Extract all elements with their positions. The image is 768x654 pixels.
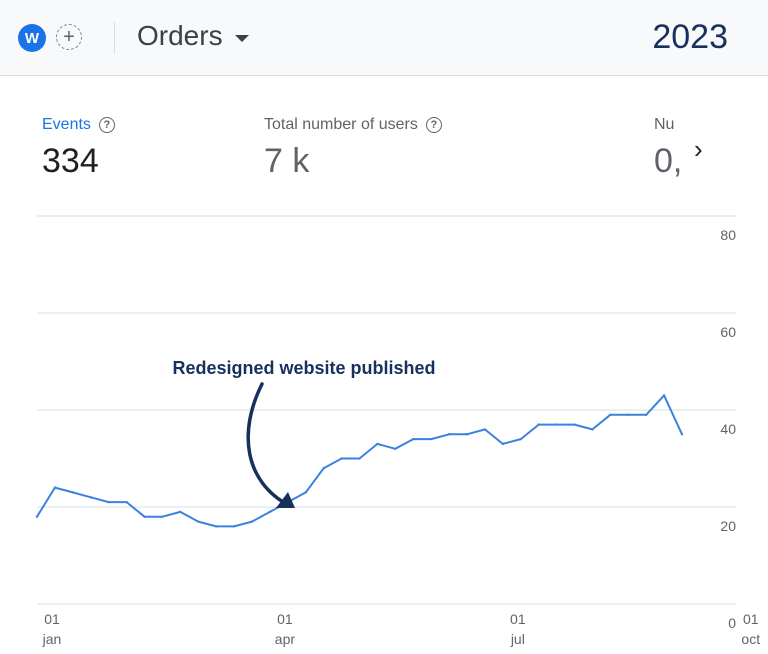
y-tick-label: 0 [728,615,736,631]
help-icon[interactable]: ? [98,117,115,133]
data-point [573,423,576,426]
x-tick-month-label: jul [510,631,525,647]
data-point [591,428,594,431]
data-point [412,437,415,441]
divider [114,22,115,54]
data-point [340,457,343,460]
data-point [197,520,200,523]
caret-down-icon [234,34,249,42]
metric-events[interactable]: Events ? 334 [42,116,115,181]
y-tick-label: 40 [720,421,736,437]
data-point [519,437,522,441]
y-tick-label: 80 [720,227,736,243]
data-point [358,457,361,460]
x-tick-day-label: 01 [277,611,293,627]
data-point [662,394,666,397]
help-icon[interactable]: ? [425,117,442,133]
data-point [322,467,325,470]
metric-users-value: 7 k [264,142,310,180]
metric-truncated-value: 0, [654,142,683,180]
data-point [125,500,128,504]
metric-truncated-label: Nu [654,116,675,133]
report-title-dropdown[interactable]: Orders [137,20,249,52]
account-avatar[interactable]: W [18,24,46,52]
data-point [627,413,630,417]
data-point [483,428,487,431]
y-tick-label: 60 [720,324,736,340]
data-point [609,413,612,417]
data-point [35,515,39,518]
data-point [232,525,236,528]
x-tick-day-label: 01 [743,611,759,627]
metric-events-value: 334 [42,142,99,180]
data-point [214,525,218,528]
add-comparison-button[interactable]: + [56,24,82,50]
data-point [250,520,254,523]
annotation-arrowhead [276,492,295,508]
data-point [555,423,558,426]
data-point [161,515,164,518]
data-point [394,447,397,450]
report-title: Orders [137,20,223,51]
annotation-arrow [246,382,292,508]
data-point [107,500,110,504]
data-point [537,423,540,426]
top-bar: W + Orders 2023 [0,0,768,76]
y-tick-label: 20 [720,518,736,534]
data-point [429,437,433,441]
annotation-label: Redesigned website published [172,358,435,378]
line-chart: 0 20 40 60 80 01 jan 01 apr 01 jul 01 oct Redesigned … [35,215,760,647]
data-point [376,442,379,446]
data-point [179,510,182,514]
data-point [465,433,469,436]
data-point [53,486,57,489]
data-point [501,442,505,446]
chevron-right-icon[interactable]: › [694,134,703,164]
metric-events-label: Events [42,116,91,133]
data-point [644,413,648,417]
x-tick-day-label: 01 [44,611,60,627]
data-point [304,491,307,494]
year-label: 2023 [652,18,728,56]
x-tick-day-label: 01 [510,611,526,627]
data-point [268,510,272,514]
metric-users-label: Total number of users [264,116,418,133]
data-point [447,433,451,436]
data-point [143,515,146,518]
metric-total-users[interactable]: Total number of users ? 7 k [264,116,442,181]
x-tick-month-label: jan [42,631,62,647]
x-tick-month-label: oct [741,631,760,647]
data-point [680,433,684,436]
data-point [89,496,92,499]
x-tick-month-label: apr [275,631,296,647]
metric-truncated[interactable]: Nu 0, [654,116,686,181]
data-point [71,491,75,494]
